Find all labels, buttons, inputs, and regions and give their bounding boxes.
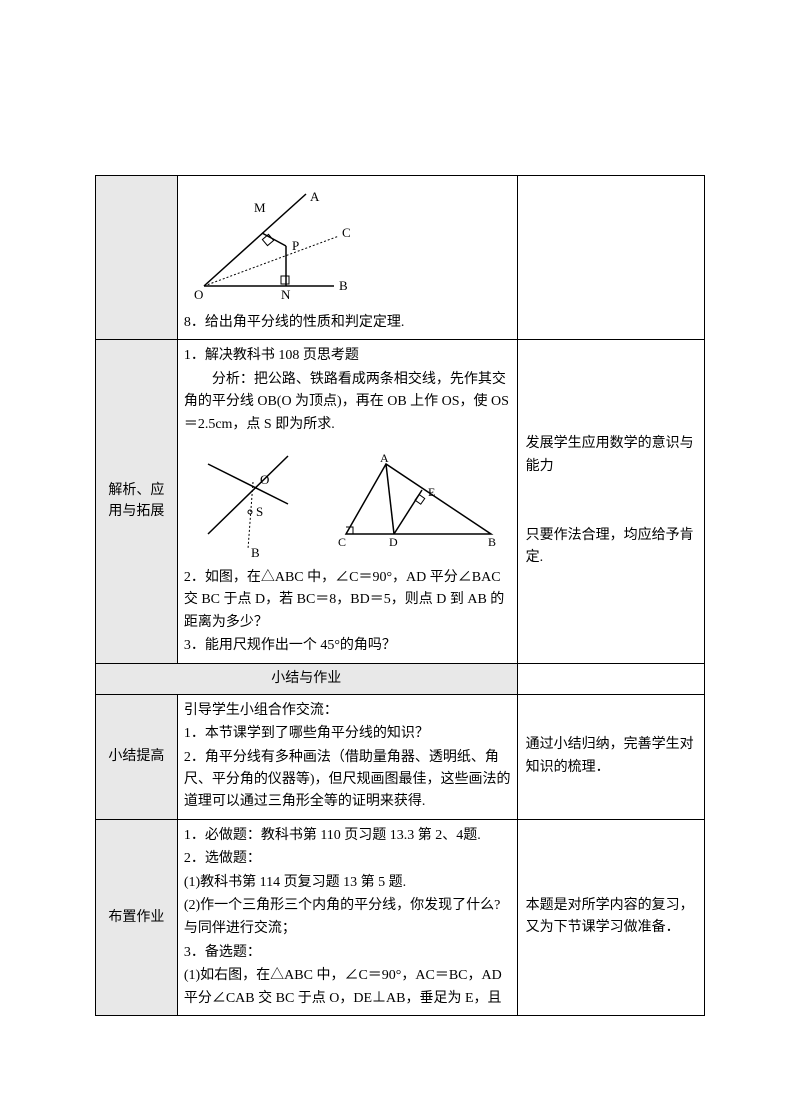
- row4-notes: 本题是对所学内容的复习，又为下节课学习做准备．: [517, 819, 704, 1015]
- row4-line5: 与同伴进行交流；: [184, 918, 511, 940]
- row2-label: 解析、应用与拓展: [96, 340, 178, 663]
- row2-line3: 2．如图，在△ABC 中，∠C＝90°，AD 平分∠BAC 交 BC 于点 D，…: [184, 567, 511, 634]
- svg-text:O: O: [194, 287, 203, 302]
- row4-line1: 1．必做题：教科书第 110 页习题 13.3 第 2、4题.: [184, 825, 511, 847]
- svg-text:N: N: [281, 287, 291, 302]
- svg-text:M: M: [254, 200, 266, 215]
- section-right-empty: [517, 663, 704, 694]
- row1-content: O A M C P B N 8．给出角平分线的性质和判定定理.: [177, 176, 517, 340]
- diagram-angle-omn: O A M C P B N: [184, 186, 374, 306]
- diagram-triangle-abc: A C D E B: [336, 454, 496, 549]
- svg-text:A: A: [380, 454, 389, 465]
- row4-line3: (1)教科书第 114 页复习题 13 第 5 题.: [184, 872, 511, 894]
- svg-text:A: A: [310, 189, 320, 204]
- row2-line2: 分析：把公路、铁路看成两条相交线，先作其交角的平分线 OB(O 为顶点)，再在 …: [184, 369, 511, 436]
- row2-line1: 1．解决教科书 108 页思考题: [184, 345, 511, 367]
- row4-line2: 2．选做题：: [184, 848, 511, 870]
- svg-text:O: O: [260, 472, 269, 487]
- row2-line4: 3．能用尺规作出一个 45°的角吗？: [184, 635, 511, 657]
- row3-notes: 通过小结归纳，完善学生对知识的梳理．: [517, 694, 704, 819]
- svg-text:B: B: [339, 278, 348, 293]
- row1-notes: [517, 176, 704, 340]
- svg-text:E: E: [428, 485, 435, 499]
- svg-text:B: B: [488, 535, 496, 549]
- svg-text:D: D: [389, 535, 398, 549]
- diagram-roads: O S B: [198, 444, 308, 559]
- row3-line2: 1．本节课学到了哪些角平分线的知识？: [184, 723, 511, 745]
- row3-content: 引导学生小组合作交流： 1．本节课学到了哪些角平分线的知识？ 2．角平分线有多种…: [177, 694, 517, 819]
- row2-content: 1．解决教科书 108 页思考题 分析：把公路、铁路看成两条相交线，先作其交角的…: [177, 340, 517, 663]
- row2-notes1: 发展学生应用数学的意识与能力: [526, 433, 696, 478]
- row2-notes: 发展学生应用数学的意识与能力 只要作法合理，均应给予肯定.: [517, 340, 704, 663]
- row3-line1: 引导学生小组合作交流：: [184, 700, 511, 722]
- row4-line7: (1)如右图，在△ABC 中，∠C＝90°，AC＝BC，AD平分∠CAB 交 B…: [184, 965, 511, 1010]
- svg-text:C: C: [342, 225, 351, 240]
- svg-text:B: B: [251, 545, 260, 559]
- row4-line4: (2)作一个三角形三个内角的平分线，你发现了什么?: [184, 895, 511, 917]
- row4-content: 1．必做题：教科书第 110 页习题 13.3 第 2、4题. 2．选做题： (…: [177, 819, 517, 1015]
- section-header: 小结与作业: [96, 663, 518, 694]
- row4-label: 布置作业: [96, 819, 178, 1015]
- row1-label: [96, 176, 178, 340]
- row4-line6: 3．备选题：: [184, 942, 511, 964]
- row3-label: 小结提高: [96, 694, 178, 819]
- row1-text: 8．给出角平分线的性质和判定定理.: [184, 312, 511, 334]
- svg-text:P: P: [292, 238, 299, 253]
- svg-text:S: S: [256, 504, 263, 519]
- row2-notes2: 只要作法合理，均应给予肯定.: [526, 525, 696, 570]
- svg-text:C: C: [338, 535, 346, 549]
- row3-line3: 2．角平分线有多种画法（借助量角器、透明纸、角尺、平分角的仪器等)，但尺规画图最…: [184, 747, 511, 814]
